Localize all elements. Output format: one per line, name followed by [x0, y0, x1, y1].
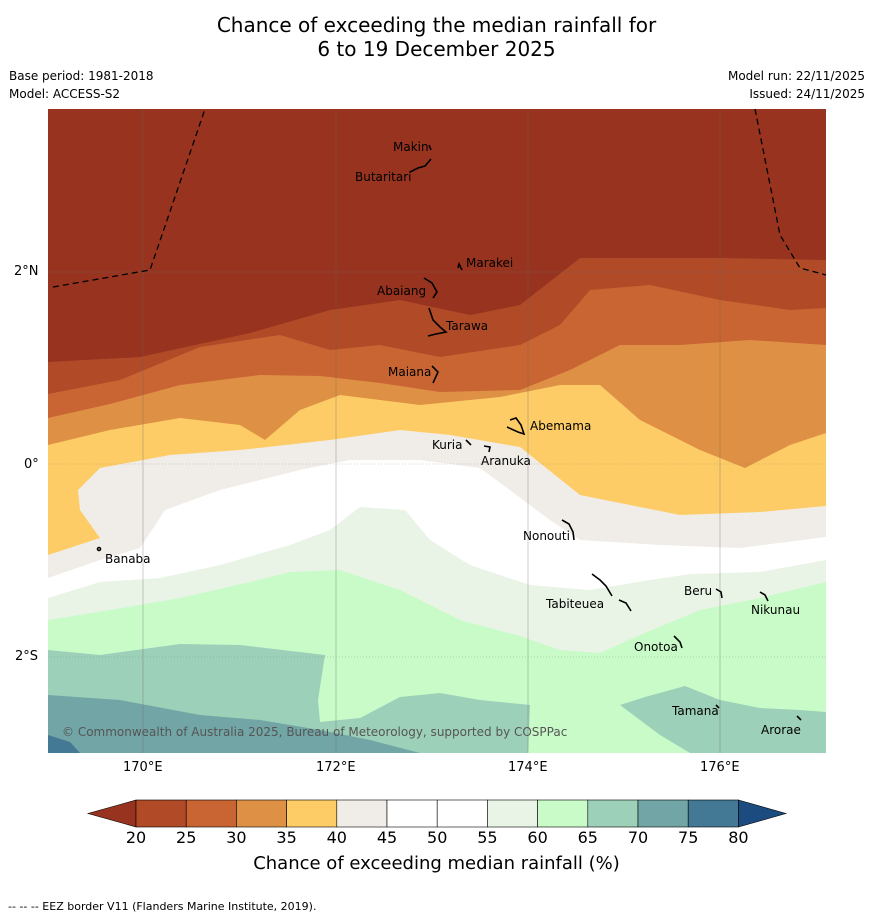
colorbar-segment	[185, 799, 237, 828]
gridlines	[48, 109, 826, 753]
colorbar-tick-label: 65	[577, 828, 598, 847]
label-aranuka: Aranuka	[481, 454, 531, 468]
colorbar-segment	[436, 799, 488, 828]
colorbar-tick-label: 35	[276, 828, 297, 847]
label-nonouti: Nonouti	[523, 529, 570, 543]
colorbar-segment	[537, 799, 589, 828]
colorbar-extend-high	[738, 799, 788, 828]
island-labels: Makin Butaritari Marakei Abaiang Tarawa …	[105, 140, 801, 737]
label-abemama: Abemama	[530, 419, 591, 433]
colorbar-segment	[336, 799, 388, 828]
colorbar-segment	[487, 799, 538, 828]
colorbar-tick-label: 40	[326, 828, 347, 847]
x-tick-170e: 170°E	[123, 760, 163, 775]
colorbar-tick-label: 30	[226, 828, 247, 847]
x-tick-172e: 172°E	[316, 760, 356, 775]
island-maiana	[431, 365, 439, 384]
island-nonouti	[561, 519, 575, 541]
island-onotoa	[673, 635, 683, 649]
label-tabiteuea: Tabiteuea	[545, 597, 604, 611]
label-tarawa: Tarawa	[445, 319, 488, 333]
eez-border	[52, 108, 827, 288]
colorbar	[86, 799, 788, 828]
band-70-75	[48, 695, 420, 753]
label-abaiang: Abaiang	[377, 284, 426, 298]
island-aranuka	[483, 445, 491, 453]
band-65-70-east	[620, 686, 826, 753]
colorbar-segment	[236, 799, 287, 828]
label-tamana: Tamana	[671, 704, 719, 718]
label-makin: Makin	[393, 140, 429, 154]
label-arorae: Arorae	[761, 723, 801, 737]
colorbar-tick-label: 80	[728, 828, 749, 847]
colorbar-segment	[637, 799, 689, 828]
label-banaba: Banaba	[105, 552, 151, 566]
x-tick-174e: 174°E	[508, 760, 548, 775]
colorbar-segment	[135, 799, 187, 828]
island-tamana	[715, 704, 720, 709]
colorbar-tick-label: 50	[427, 828, 448, 847]
colorbar-tick-label: 70	[627, 828, 649, 847]
label-kuria: Kuria	[432, 438, 463, 452]
eez-footnote: -- -- -- EEZ border V11 (Flanders Marine…	[8, 900, 317, 913]
label-marakei: Marakei	[466, 256, 513, 270]
colorbar-tick-label: 55	[477, 828, 498, 847]
y-tick-0: 0°	[24, 457, 39, 472]
colorbar-label: Chance of exceeding median rainfall (%)	[253, 853, 620, 874]
island-kuria	[465, 439, 472, 446]
colorbar-extend-low	[86, 799, 137, 828]
model-run-date: Model run: 22/11/2025	[727, 69, 865, 83]
label-butaritari: Butaritari	[355, 170, 412, 184]
label-onotoa: Onotoa	[634, 640, 678, 654]
island-abaiang	[423, 277, 438, 299]
copyright-notice: © Commonwealth of Australia 2025, Bureau…	[62, 725, 567, 739]
island-arorae	[796, 715, 802, 721]
label-maiana: Maiana	[388, 365, 431, 379]
island-marakei	[457, 261, 463, 271]
x-tick-176e: 176°E	[700, 760, 740, 775]
island-tabiteuea	[591, 573, 632, 612]
colorbar-tick-label: 20	[125, 828, 147, 847]
colorbar-segment	[687, 799, 739, 828]
band-75-80	[48, 735, 80, 753]
base-period: Base period: 1981-2018	[9, 69, 154, 83]
island-beru	[715, 588, 723, 599]
issued-date: Issued: 24/11/2025	[749, 87, 865, 101]
island-outlines	[96, 144, 802, 721]
y-tick-2n: 2°N	[14, 264, 39, 279]
island-abemama	[506, 417, 526, 436]
chart-title-line2: 6 to 19 December 2025	[317, 37, 556, 61]
colorbar-segment	[286, 799, 338, 828]
colorbar-tick-label: 45	[376, 828, 398, 847]
y-tick-2s: 2°S	[15, 649, 39, 664]
colorbar-segment	[587, 799, 639, 828]
contour-layer	[48, 109, 826, 753]
label-beru: Beru	[684, 584, 712, 598]
island-makin	[428, 144, 432, 151]
rainfall-map: Makin Butaritari Marakei Abaiang Tarawa …	[48, 108, 827, 828]
label-nikunau: Nikunau	[751, 603, 800, 617]
island-tarawa	[427, 307, 448, 337]
model-name: Model: ACCESS-S2	[9, 87, 121, 101]
colorbar-segment	[386, 799, 438, 828]
colorbar-tick-label: 25	[176, 828, 197, 847]
colorbar-tick-label: 75	[678, 828, 699, 847]
island-butaritari	[409, 158, 432, 173]
island-banaba	[96, 546, 102, 552]
chart-title-line1: Chance of exceeding the median rainfall …	[216, 13, 657, 37]
colorbar-tick-label: 60	[527, 828, 548, 847]
island-nikunau	[759, 591, 769, 602]
